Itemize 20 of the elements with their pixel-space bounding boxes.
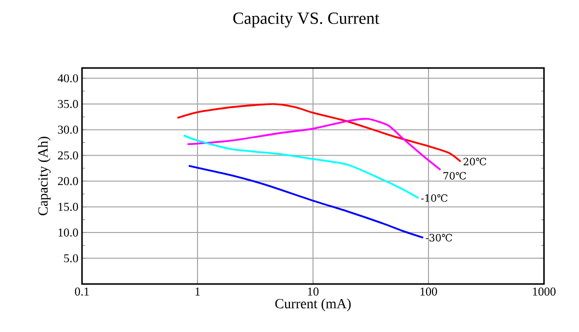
series-label: 70℃ [444,172,466,180]
series-label: -30℃ [426,234,452,242]
y-tick-label: 20.0 [58,177,78,186]
x-tick-label: 100 [420,288,438,296]
y-tick-label: 35.0 [58,100,78,108]
x-tick-label: 0.1 [74,288,89,296]
y-tick-label: 30.0 [58,126,78,134]
series-label: -10℃ [421,194,448,202]
y-tick-label: 10.0 [58,228,78,237]
chart-title: Capacity VS. Current [233,12,380,28]
x-tick-label: 1000 [533,288,556,296]
y-tick-label: 5.0 [64,254,78,262]
x-tick-label: 1 [196,288,200,296]
y-axis-title: Capacity (Ah) [38,136,51,216]
y-tick-label: 25.0 [58,151,78,160]
y-tick-label: 15.0 [58,202,78,211]
x-axis-title: Current (mA) [275,298,351,312]
x-tick-label: 10 [308,288,319,296]
y-tick-label: 40.0 [58,74,78,82]
series-label: 20℃ [464,158,486,166]
